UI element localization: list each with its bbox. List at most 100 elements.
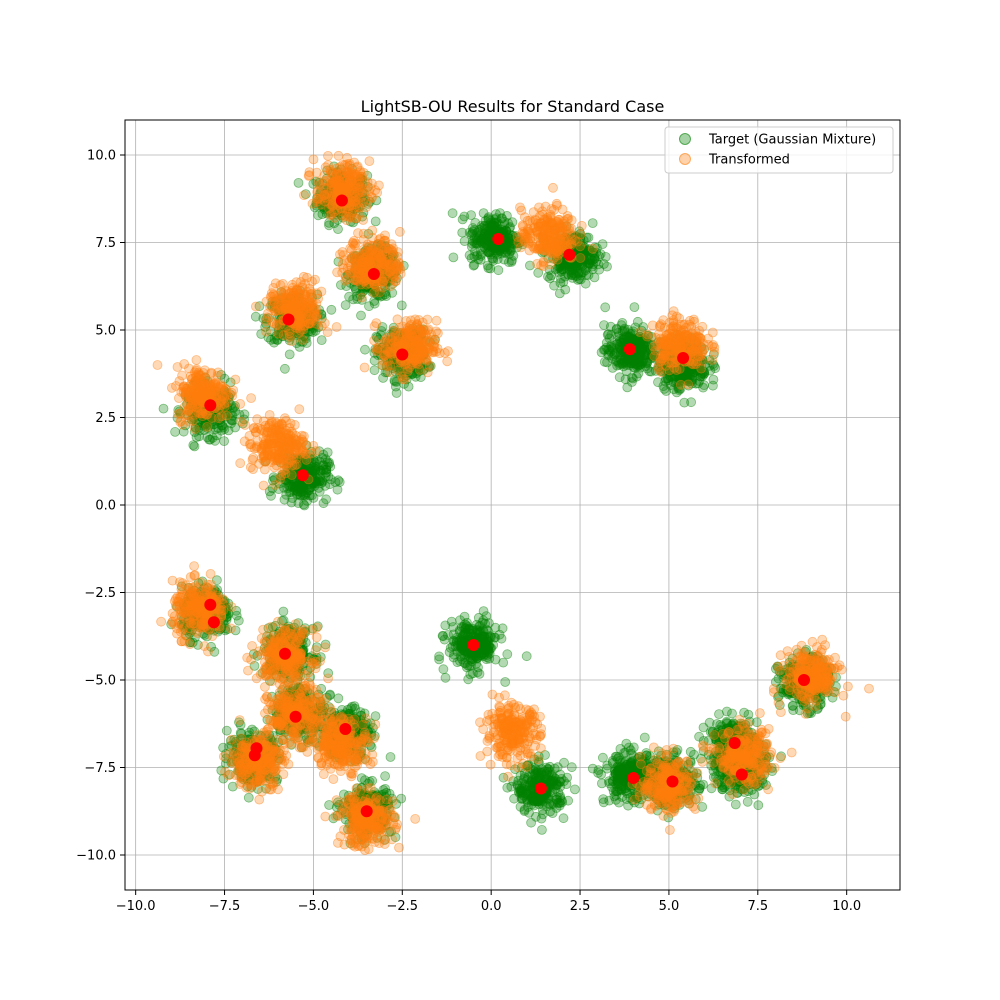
target-point [346,208,357,219]
target-point [323,207,333,218]
target-point [583,270,594,280]
target-point [378,264,389,275]
target-point [564,265,575,276]
target-point [337,212,348,223]
target-point [391,266,402,276]
target-point [363,261,374,272]
target-point [372,245,383,256]
target-point [328,184,339,195]
target-point [370,287,381,298]
target-point [339,170,349,181]
target-point [634,357,644,368]
target-point [381,253,392,264]
target-point [322,447,333,458]
target-point [350,204,361,214]
target-point [330,185,341,196]
target-point [440,672,451,683]
target-point [382,275,393,286]
target-point [341,203,352,214]
target-point [339,185,350,196]
target-point [326,191,337,202]
target-point [344,291,355,302]
target-point [357,252,368,263]
target-point [349,201,360,212]
target-point [299,500,310,511]
target-point [380,269,391,280]
target-point [269,337,280,348]
target-point [322,194,333,205]
target-point [358,188,369,199]
target-point [558,813,569,824]
target-point [341,183,352,194]
target-point [326,199,337,210]
target-point [326,190,337,201]
target-point [502,233,513,243]
target-point [331,186,342,197]
target-point [376,262,387,273]
target-point [357,174,368,185]
target-point [344,178,354,189]
target-point [351,291,362,302]
grid [125,120,900,890]
target-point [322,188,333,199]
target-point [315,188,326,199]
target-point [347,200,358,211]
target-point [377,258,388,269]
target-point [360,260,371,271]
target-point [686,397,696,408]
target-point [328,187,339,198]
target-point [371,195,382,206]
target-point [355,173,366,184]
target-point [327,207,338,218]
target-point [355,181,366,192]
target-point [470,217,481,228]
target-point [360,260,371,270]
target-point [357,188,368,199]
target-point [639,732,650,743]
target-point [375,291,386,302]
target-point [382,266,393,277]
target-point [346,180,357,191]
target-point [619,323,630,334]
target-point [347,253,358,264]
target-point [335,171,346,182]
target-point [325,205,336,216]
target-point [389,267,400,278]
target-point [352,187,363,198]
target-point [543,271,553,282]
target-point [350,183,361,194]
target-point [324,197,335,208]
target-point [338,184,349,194]
target-point [346,205,357,216]
target-point [370,711,381,721]
target-point [369,296,380,306]
target-point [334,179,345,190]
target-point [331,203,342,213]
target-point [350,184,361,195]
target-point [279,494,290,505]
target-point [608,350,619,361]
target-point [377,274,388,285]
target-point [363,279,374,290]
target-point [334,173,345,184]
target-point [316,335,327,346]
target-point [362,245,373,256]
target-point [317,209,328,220]
target-point [337,174,348,185]
target-point [341,185,351,196]
target-point [329,206,340,217]
target-point [388,249,399,260]
target-point [279,363,290,374]
target-point [315,187,326,198]
target-point [388,269,399,280]
target-point [336,181,346,192]
target-point [356,294,367,305]
target-point [369,298,380,309]
target-point [340,182,351,193]
target-point [372,290,383,301]
target-point [326,304,337,315]
target-point [293,177,304,188]
target-point [329,173,340,184]
target-point [313,210,324,221]
target-point [311,176,322,187]
